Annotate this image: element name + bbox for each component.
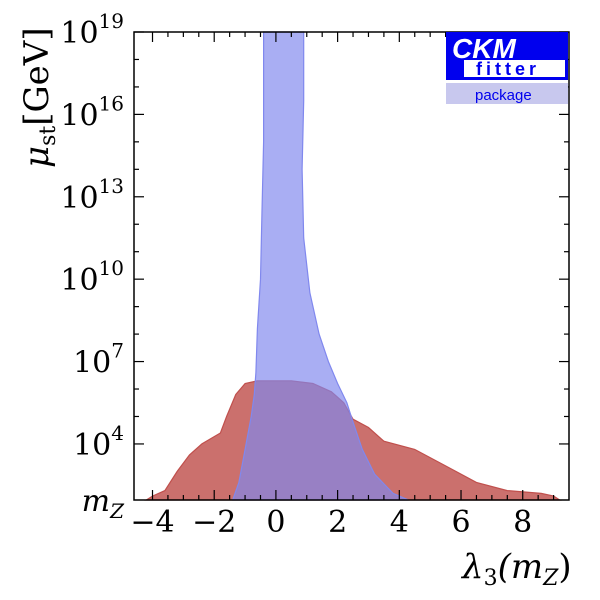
x-tick-label: 8 [513, 505, 532, 540]
plot-frame [133, 31, 570, 501]
x-axis-title: λ3(mZ) [460, 547, 572, 591]
x-axis-title-argsub: Z [542, 566, 559, 591]
logo-white-bar [464, 60, 565, 77]
y-tick-label: 104 [73, 421, 124, 463]
x-tick-label: 2 [328, 505, 347, 540]
svg-text:λ3(mZ): λ3(mZ) [460, 547, 572, 591]
logo-fitter-text: fitter [476, 59, 540, 79]
plot-areas [144, 31, 562, 501]
x-tick-label: −4 [130, 505, 174, 540]
y-tick-label: 1019 [60, 9, 124, 51]
y-tick-label: 1013 [60, 174, 124, 216]
x-tick-label: 4 [390, 505, 409, 540]
y-tick-label: mZ [82, 484, 125, 523]
y-axis-title: μst[GeV] [17, 27, 61, 168]
x-axis-title-sub: 3 [484, 566, 498, 591]
ckmfitter-logo: CKM fitter package [446, 32, 568, 104]
x-axis-title-main: λ [460, 547, 484, 587]
x-axis-title-close: ) [558, 547, 571, 587]
x-tick-label: 0 [266, 505, 285, 540]
y-axis-title-sub: st [36, 126, 61, 146]
area-series-2 [231, 31, 409, 501]
y-axis-title-main: μ [17, 146, 57, 168]
axis-tick-labels: −4 −2 0 2 4 6 8 mZ 104 107 1010 1013 1016 1019 [60, 9, 532, 540]
y-tick-label: 1016 [60, 91, 124, 133]
y-axis-title-unit: [GeV] [17, 27, 57, 125]
axis-ticks [134, 31, 569, 500]
logo-package-text: package [475, 87, 532, 104]
x-axis-title-arg: (m [498, 547, 544, 587]
logo-bottom-block [446, 83, 568, 104]
y-tick-label: 1010 [60, 256, 124, 298]
svg-text:μst[GeV]: μst[GeV] [17, 27, 61, 168]
x-tick-label: 6 [451, 505, 470, 540]
logo-ckm-text: CKM [452, 33, 516, 64]
y-tick-label: 107 [73, 339, 124, 381]
x-tick-label: −2 [192, 505, 236, 540]
